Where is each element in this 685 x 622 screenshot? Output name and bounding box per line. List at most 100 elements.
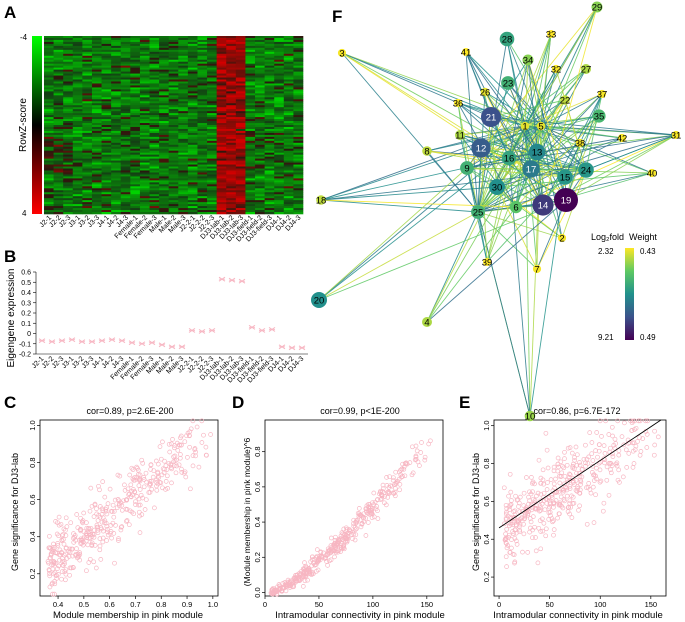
network-node-label: 41 [461,48,472,59]
heatmap-cell [178,200,189,203]
heatmap-cell [63,204,74,207]
heatmap-cell [226,170,237,173]
heatmap-cell [283,109,294,112]
scatter-c-point [98,557,104,562]
heatmap-cell [293,190,304,193]
scatter-d-point [327,558,332,564]
heatmap-cell [101,128,112,132]
network-edge [540,125,677,136]
network-node-label: 9 [464,164,469,175]
heatmap-cell [226,146,237,150]
heatmap-cell [120,57,131,61]
heatmap-cell [120,45,131,49]
heatmap-cell [72,65,83,68]
heatmap-cell [53,168,64,171]
heatmap-cell [139,194,150,197]
scatter-e-point [577,490,582,496]
network-node-circle [557,233,567,243]
scatter-e-point [577,474,583,479]
heatmap-cell [226,87,237,90]
heatmap-cell [255,188,265,191]
heatmap-cell [245,53,256,57]
heatmap-cell [197,95,208,98]
heatmap-cell [168,121,179,124]
network-node: 21 [481,107,501,127]
heatmap-cell [139,97,150,100]
heatmap-cell [274,152,285,155]
scatter-c-point [185,430,191,436]
heatmap-cell [168,208,179,211]
heatmap-cell [264,117,275,120]
heatmap-cell [293,174,304,177]
scatter-e-point [589,451,595,457]
heatmap-cell [283,130,294,134]
heatmap-cell [130,81,141,84]
scatter-e-point [546,517,552,522]
heatmap-cell [139,85,150,88]
network-edge [426,199,567,323]
heatmap-cell [283,172,294,175]
heatmap-cell [82,200,93,203]
heatmap-cell [120,49,131,53]
heatmap-cell [255,206,265,209]
scatter-d-point [309,557,315,563]
heatmap-cell [283,101,294,104]
heatmap-cell [216,69,227,72]
network-node-circle [471,138,491,158]
heatmap-cell [101,184,112,187]
heatmap-cell [130,210,141,213]
heatmap-cell [72,188,83,191]
heatmap-cell [197,130,208,134]
heatmap-cell [255,132,265,136]
heatmap-cell [178,202,189,205]
scatter-d-point [325,563,330,568]
heatmap-cell [264,107,275,110]
scatter-c-point [119,503,125,508]
heatmap-cell [207,49,217,53]
scatter-e-point [511,552,517,558]
scatter-d-point [372,499,378,505]
scatter-d-point [366,507,372,513]
heatmap-cell [226,156,237,159]
heatmap-cell [216,148,227,152]
heatmap-cell [207,97,217,100]
network-edge [465,51,544,206]
heatmap-cell [283,182,294,185]
heatmap-cell [178,125,189,128]
heatmap-cell [53,142,64,146]
heatmap-cell [101,107,112,110]
heatmap-cell [111,144,122,148]
heatmap-cell [274,41,285,45]
scatter-e-point [604,464,610,470]
heatmap-cell [91,95,102,98]
scatter-c-point [100,539,106,545]
heatmap-cell [120,91,131,94]
heatmap-cell [159,99,169,102]
heatmap-cell [44,162,54,165]
heatmap-cell [44,180,54,183]
scatter-d-frame [264,419,444,597]
heatmap-cell [101,178,112,181]
heatmap-cell [197,47,208,51]
heatmap-cell [226,37,237,41]
heatmap-cell [120,174,131,177]
heatmap-cell [130,119,141,122]
heatmap-cell [82,156,93,159]
heatmap-cell [187,105,198,108]
heatmap-cell [235,115,246,118]
network-node-circle [311,292,327,308]
scatter-c-point [201,432,206,438]
heatmap-cell [264,210,275,213]
heatmap-cell [63,123,74,126]
eigengene-point [48,339,56,345]
scatter-c-point [155,469,161,475]
heatmap-cell [149,126,160,130]
heatmap-cell [130,85,141,88]
heatmap-cell [226,111,237,114]
heatmap-cell [130,136,141,140]
scatter-c-point [70,564,76,570]
heatmap-cell [44,49,54,53]
scatter-d-point [318,550,324,555]
network-edge [524,68,587,127]
heatmap-cell [245,186,256,189]
